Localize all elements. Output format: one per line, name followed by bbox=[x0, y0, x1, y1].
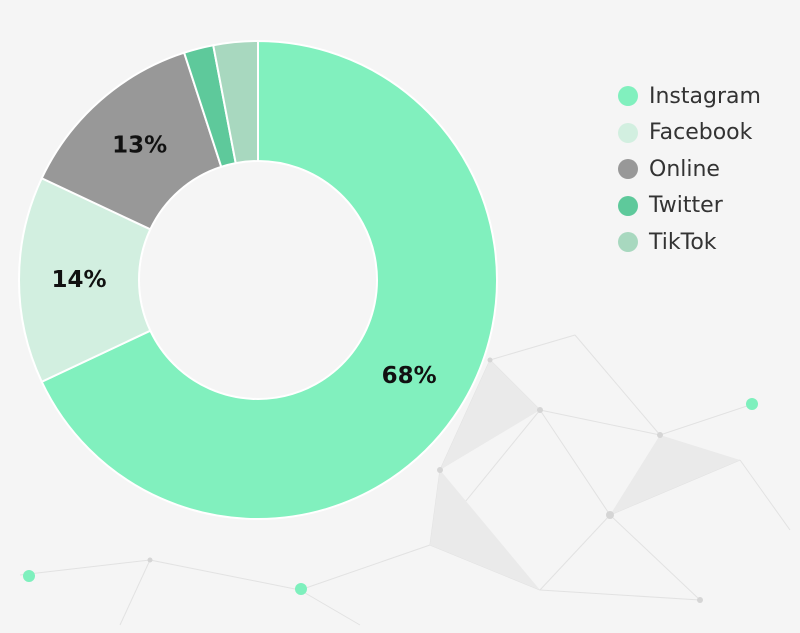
legend-item-online[interactable]: Online bbox=[618, 151, 761, 188]
legend-item-facebook[interactable]: Facebook bbox=[618, 115, 761, 152]
donut-slices bbox=[18, 39, 498, 520]
slice-tiktok bbox=[212, 39, 259, 165]
legend-swatch bbox=[618, 195, 638, 216]
slice-label-facebook: 14% bbox=[51, 267, 106, 293]
legend-label: TikTok bbox=[649, 229, 717, 255]
legend-swatch bbox=[618, 122, 638, 143]
slice-label-instagram: 68% bbox=[382, 363, 437, 389]
legend-item-tiktok[interactable]: TikTok bbox=[618, 224, 761, 261]
legend-swatch bbox=[618, 232, 638, 253]
slice-facebook bbox=[18, 176, 152, 384]
legend-label: Facebook bbox=[649, 120, 753, 146]
legend-item-twitter[interactable]: Twitter bbox=[618, 188, 761, 225]
chart-legend: Instagram Facebook Online Twitter TikTok bbox=[618, 78, 761, 261]
slice-label-online: 13% bbox=[112, 133, 167, 159]
legend-label: Twitter bbox=[649, 193, 723, 219]
slice-online bbox=[40, 51, 223, 231]
donut-slice-labels: 68% 14% 13% bbox=[51, 133, 436, 389]
legend-swatch bbox=[618, 159, 638, 180]
legend-label: Instagram bbox=[649, 83, 761, 109]
slice-instagram bbox=[40, 39, 498, 520]
legend-label: Online bbox=[649, 156, 720, 182]
legend-swatch bbox=[618, 86, 638, 107]
legend-item-instagram[interactable]: Instagram bbox=[618, 78, 761, 115]
